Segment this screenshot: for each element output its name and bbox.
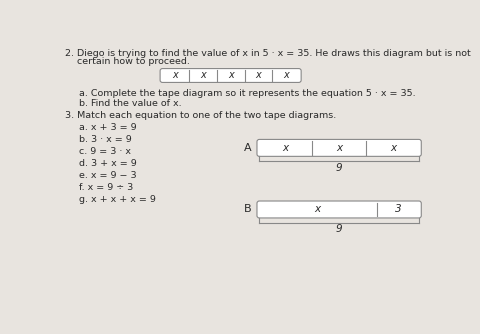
FancyBboxPatch shape [256,139,420,156]
Text: a. Complete the tape diagram so it represents the equation 5 · x = 35.: a. Complete the tape diagram so it repre… [79,90,415,98]
Text: x: x [255,70,261,80]
Text: x: x [336,143,341,153]
Text: 3. Match each equation to one of the two tape diagrams.: 3. Match each equation to one of the two… [65,111,336,120]
Text: 9: 9 [335,163,342,172]
Text: certain how to proceed.: certain how to proceed. [65,57,189,66]
Text: x: x [281,143,288,153]
Text: x: x [283,70,288,80]
Text: 9: 9 [335,224,342,234]
Text: 2. Diego is trying to find the value of x in 5 · x = 35. He draws this diagram b: 2. Diego is trying to find the value of … [65,49,469,58]
Text: x: x [199,70,205,80]
Text: d. 3 + x = 9: d. 3 + x = 9 [79,159,136,168]
Text: B: B [243,204,251,214]
Text: g. x + x + x = 9: g. x + x + x = 9 [79,195,155,204]
FancyBboxPatch shape [160,68,300,82]
FancyBboxPatch shape [256,201,420,218]
Text: x: x [389,143,396,153]
Text: x: x [171,70,177,80]
Text: 3: 3 [395,204,401,214]
Text: c. 9 = 3 · x: c. 9 = 3 · x [79,147,131,156]
Text: f. x = 9 ÷ 3: f. x = 9 ÷ 3 [79,183,132,192]
Text: x: x [227,70,233,80]
Text: e. x = 9 − 3: e. x = 9 − 3 [79,171,136,180]
Text: a. x + 3 = 9: a. x + 3 = 9 [79,123,136,132]
Text: b. Find the value of x.: b. Find the value of x. [79,99,181,108]
Text: A: A [243,143,251,153]
Text: x: x [313,204,320,214]
Text: b. 3 · x = 9: b. 3 · x = 9 [79,135,131,144]
